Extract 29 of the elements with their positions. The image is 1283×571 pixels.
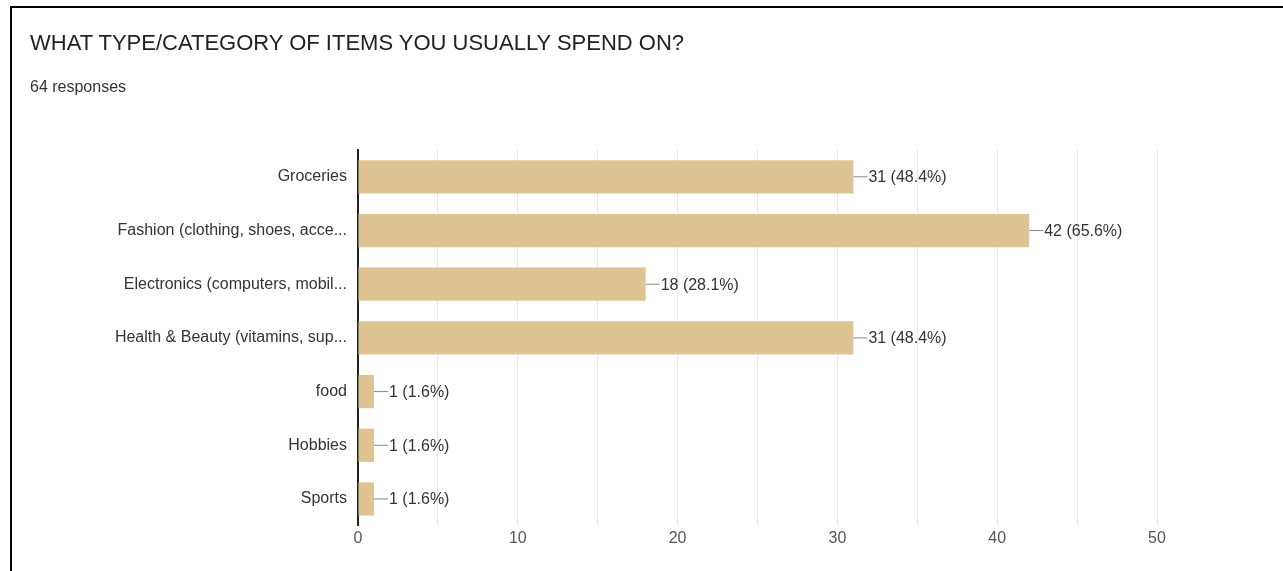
bar xyxy=(358,374,374,409)
bar xyxy=(358,213,1030,248)
data-label: 42 (65.6%) xyxy=(1044,221,1123,239)
data-label: 1 (1.6%) xyxy=(388,382,450,400)
x-tick-label: 50 xyxy=(1148,528,1166,546)
y-tick-label: food xyxy=(315,381,347,399)
bar xyxy=(358,482,374,516)
data-label: 31 (48.4%) xyxy=(868,168,947,186)
x-tick-label: 40 xyxy=(988,528,1007,546)
x-tick-label: 10 xyxy=(508,528,527,546)
bar xyxy=(358,160,854,194)
data-label: 18 (28.1%) xyxy=(660,275,739,293)
data-label: 31 (48.4%) xyxy=(868,329,947,347)
y-tick-label: Fashion (clothing, shoes, acce... xyxy=(117,220,347,238)
y-tick-label: Hobbies xyxy=(288,435,347,453)
y-tick-label: Groceries xyxy=(277,167,347,185)
data-label: 1 (1.6%) xyxy=(388,490,450,508)
data-label: 1 (1.6%) xyxy=(388,436,450,454)
y-tick-label: Health & Beauty (vitamins, sup... xyxy=(114,328,347,346)
bar xyxy=(358,267,646,301)
x-tick-label: 0 xyxy=(353,528,363,546)
text: 64 responses xyxy=(30,78,127,96)
x-tick-label: 20 xyxy=(668,528,687,546)
x-tick-label: 30 xyxy=(828,528,847,546)
bar xyxy=(358,428,374,462)
chart-title: WHAT TYPE/CATEGORY OF ITEMS YOU USUALLY SPEND ON? xyxy=(30,30,685,56)
y-tick-label: Sports xyxy=(300,489,347,507)
bar xyxy=(358,321,854,355)
y-tick-label: Electronics (computers, mobil... xyxy=(123,274,347,292)
